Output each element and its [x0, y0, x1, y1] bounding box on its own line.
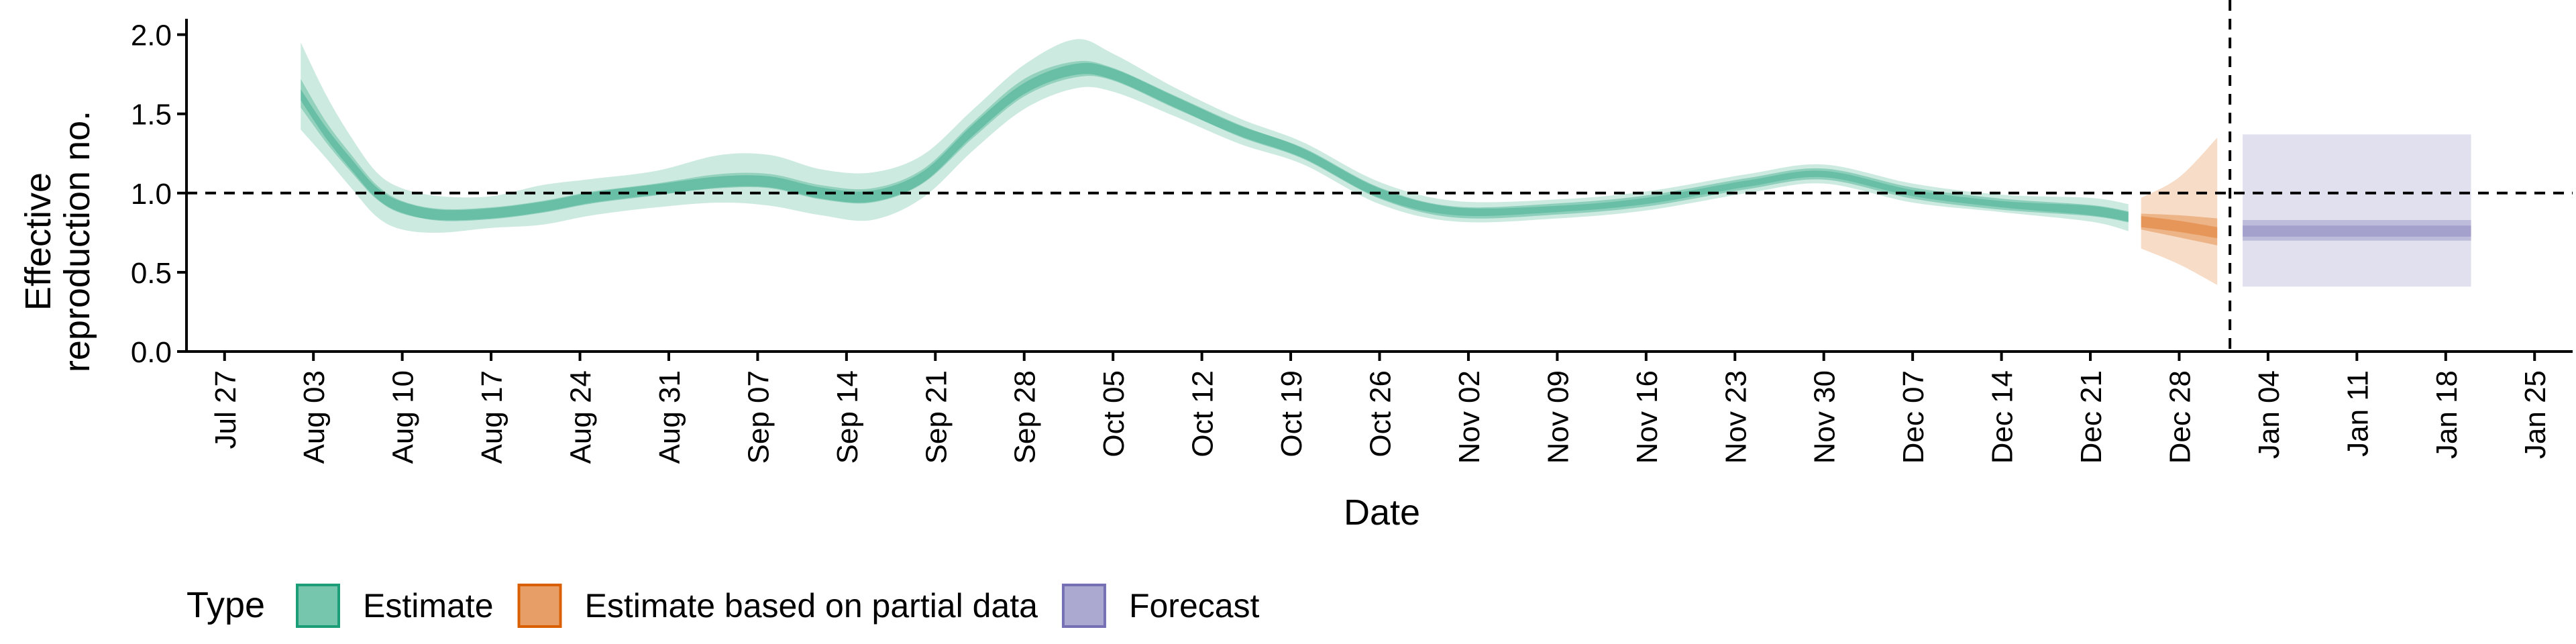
legend-key — [517, 584, 562, 628]
forecast-outer-band — [2243, 134, 2471, 287]
legend-label: Forecast — [1129, 587, 1260, 625]
y-tick-label: 0.0 — [131, 336, 172, 369]
x-tick-label: Aug 10 — [387, 370, 420, 464]
x-tick-label: Jan 18 — [2430, 370, 2463, 459]
x-tick-label: Oct 26 — [1364, 370, 1397, 458]
y-axis-title-line: Effective — [18, 172, 58, 311]
forecast-inner-band — [2243, 220, 2471, 241]
y-axis-title-line: reproduction no. — [57, 111, 97, 372]
legend-key — [1061, 584, 1106, 628]
legend-label: Estimate based on partial data — [585, 587, 1038, 625]
x-tick-label: Aug 17 — [476, 370, 508, 464]
estimate-median-band — [301, 62, 2129, 223]
x-tick-label: Dec 14 — [1986, 370, 2019, 464]
x-tick-label: Sep 07 — [742, 370, 775, 464]
y-tick-label: 0.5 — [131, 257, 172, 290]
reference-lines — [186, 0, 2573, 352]
x-tick-label: Oct 19 — [1275, 370, 1308, 458]
x-tick-label: Nov 30 — [1809, 370, 1841, 464]
x-tick-label: Jan 11 — [2341, 370, 2374, 457]
axes: 0.0 0.5 1.0 1.5 2.0 Jul 27 Aug 03 Aug 10 Aug 17 A… — [131, 19, 2573, 464]
x-tick-label: Nov 02 — [1453, 370, 1486, 464]
x-tick-label: Aug 03 — [298, 370, 331, 464]
uncertainty-bands — [301, 39, 2471, 287]
x-tick-label: Aug 24 — [565, 370, 598, 464]
y-tick-label: 1.5 — [131, 99, 172, 131]
x-tick-label: Dec 07 — [1897, 370, 1930, 464]
y-tick-label: 2.0 — [131, 19, 172, 52]
forecast-median-band — [2243, 225, 2471, 237]
x-axis-title: Date — [1344, 492, 1420, 533]
x-tick-label: Sep 14 — [831, 370, 864, 464]
x-tick-label: Jul 27 — [209, 370, 242, 449]
x-tick-label: Dec 21 — [2075, 370, 2108, 464]
x-tick-label: Aug 31 — [653, 370, 686, 464]
x-tick-label: Sep 28 — [1009, 370, 1042, 464]
legend-label: Estimate — [363, 587, 494, 625]
legend: Type Estimate Estimate based on partial da… — [186, 584, 1260, 628]
legend-key — [296, 584, 340, 628]
estimate-outer-band — [301, 39, 2129, 233]
estimate-based-on-partial-data-inner-band — [2141, 213, 2218, 246]
y-tick-label: 1.0 — [131, 178, 172, 211]
estimate-based-on-partial-data-outer-band — [2141, 138, 2218, 285]
x-tick-label: Oct 12 — [1187, 370, 1220, 458]
x-tick-label: Jan 25 — [2519, 370, 2552, 459]
legend-title: Type — [186, 585, 265, 625]
x-tick-label: Nov 23 — [1719, 370, 1752, 464]
x-tick-label: Nov 16 — [1631, 370, 1664, 464]
estimate-based-on-partial-data-median-band — [2141, 216, 2218, 239]
x-tick-label: Nov 09 — [1542, 370, 1574, 464]
x-tick-label: Dec 28 — [2164, 370, 2197, 464]
x-tick-label: Oct 05 — [1097, 370, 1130, 458]
x-tick-label: Sep 21 — [920, 370, 953, 464]
x-tick-label: Jan 04 — [2253, 370, 2286, 459]
estimate-inner-band — [301, 60, 2129, 222]
